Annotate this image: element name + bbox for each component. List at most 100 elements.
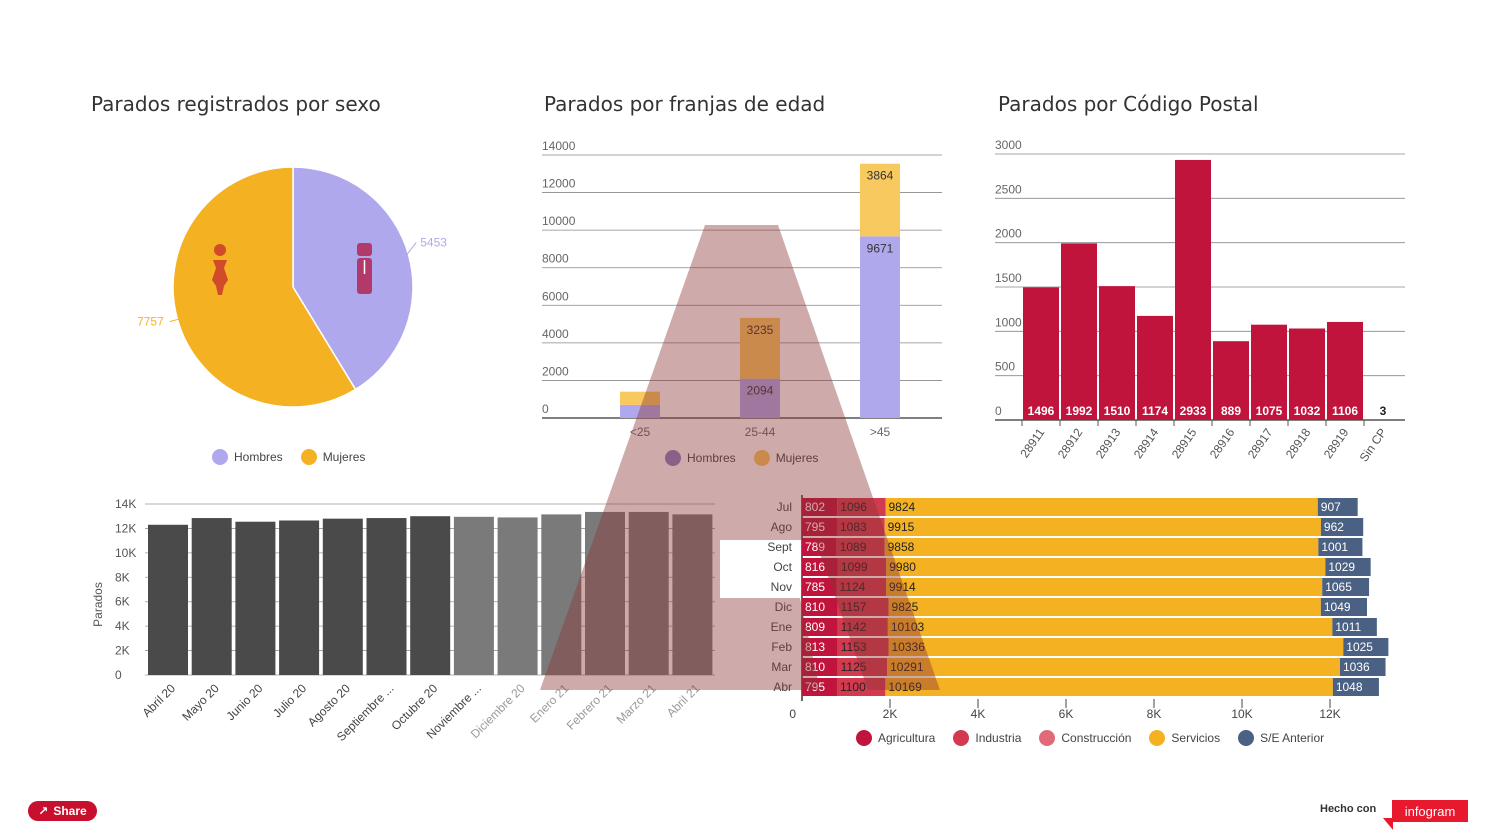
x-tick-label: >45: [870, 425, 891, 439]
legend-item-construccion[interactable]: Construcción: [1039, 730, 1131, 746]
sector-bar-4-5[interactable]: [1320, 598, 1368, 616]
sector-bar-1-4[interactable]: [836, 578, 886, 596]
sector-bar-3-6[interactable]: [887, 618, 1333, 636]
sector-data-label: 1025: [1346, 640, 1373, 654]
legend-swatch-mujeres: [300, 449, 317, 465]
sector-bar-3-0[interactable]: [885, 498, 1318, 516]
legend-swatch-se-anterior: [1238, 730, 1255, 746]
bar-mujeres-2[interactable]: [860, 163, 900, 237]
legend-item-mujeres[interactable]: Mujeres: [300, 449, 366, 465]
sector-bar-3-7[interactable]: [888, 638, 1344, 656]
sector-bar-4-2[interactable]: [1318, 538, 1363, 556]
cp-bar-4[interactable]: [1175, 159, 1211, 420]
legend-item-edad-hombres[interactable]: Hombres: [665, 450, 736, 466]
cp-bar-3[interactable]: [1137, 315, 1173, 420]
y-tick-label: Ago: [771, 520, 793, 534]
sector-bar-0-6[interactable]: [802, 618, 838, 636]
sector-bar-1-2[interactable]: [836, 538, 885, 556]
sector-bar-4-9[interactable]: [1332, 678, 1379, 696]
sector-bar-1-9[interactable]: [836, 678, 886, 696]
bar-hombres-1[interactable]: [740, 378, 780, 418]
legend-item-servicios[interactable]: Servicios: [1149, 730, 1220, 746]
legend-item-hombres[interactable]: Hombres: [212, 449, 283, 465]
sector-bar-4-6[interactable]: [1332, 618, 1377, 636]
legend-label-construccion: Construcción: [1061, 731, 1132, 745]
sector-bar-0-2[interactable]: [802, 538, 837, 556]
monthly-bar-8[interactable]: [497, 517, 538, 675]
y-tick-label: 0: [115, 668, 122, 682]
bar-mujeres-1[interactable]: [740, 317, 780, 379]
monthly-bar-9[interactable]: [541, 514, 582, 675]
sector-bar-1-8[interactable]: [837, 658, 888, 676]
sector-bar-1-0[interactable]: [837, 498, 886, 516]
cp-bar-8[interactable]: [1327, 321, 1363, 420]
sector-bar-1-1[interactable]: [836, 518, 885, 536]
sector-bar-3-5[interactable]: [888, 598, 1321, 616]
monthly-bar-5[interactable]: [366, 518, 407, 675]
x-tick-label: 28913: [1093, 425, 1124, 461]
bar-mujeres-0[interactable]: [620, 391, 660, 405]
sector-bar-1-6[interactable]: [837, 618, 888, 636]
sector-data-label: 813: [805, 640, 825, 654]
sector-bar-4-8[interactable]: [1339, 658, 1386, 676]
cp-bar-1[interactable]: [1061, 243, 1097, 420]
y-tick-label: 1500: [995, 271, 1022, 285]
monthly-bar-7[interactable]: [453, 516, 494, 675]
sector-bar-1-7[interactable]: [837, 638, 889, 656]
sector-bar-4-0[interactable]: [1317, 498, 1358, 516]
cp-data-label: 889: [1221, 404, 1241, 418]
legend-label-servicios: Servicios: [1171, 731, 1221, 745]
sector-bar-0-9[interactable]: [802, 678, 837, 696]
legend-item-se-anterior[interactable]: S/E Anterior: [1238, 730, 1324, 746]
sector-data-label: 1001: [1321, 540, 1348, 554]
legend-item-agricultura[interactable]: Agricultura: [856, 730, 935, 746]
x-tick-label: Marzo 21: [614, 681, 660, 727]
sector-bar-0-4[interactable]: [802, 578, 837, 596]
monthly-bar-2[interactable]: [235, 521, 276, 675]
infogram-logo[interactable]: infogram: [1392, 800, 1468, 822]
legend-label-mujeres: Mujeres: [322, 450, 366, 464]
sector-data-label: 9825: [892, 600, 919, 614]
sector-bar-0-0[interactable]: [802, 498, 838, 516]
sector-bar-0-1[interactable]: [802, 518, 837, 536]
sector-bar-4-4[interactable]: [1322, 578, 1370, 596]
sector-bar-3-4[interactable]: [885, 578, 1323, 596]
sector-data-label: 9914: [889, 580, 916, 594]
cp-bar-5[interactable]: [1213, 341, 1249, 420]
monthly-bar-11[interactable]: [628, 511, 669, 675]
sector-bar-4-3[interactable]: [1325, 558, 1371, 576]
sector-bar-4-1[interactable]: [1320, 518, 1364, 536]
sector-bar-0-8[interactable]: [802, 658, 838, 676]
sector-bar-3-1[interactable]: [884, 518, 1321, 536]
cp-bar-6[interactable]: [1251, 324, 1287, 420]
cp-bar-7[interactable]: [1289, 328, 1325, 420]
monthly-bar-1[interactable]: [191, 518, 232, 675]
sector-bar-3-2[interactable]: [884, 538, 1319, 556]
monthly-bar-0[interactable]: [148, 524, 188, 675]
cp-bar-2[interactable]: [1099, 286, 1135, 420]
sector-bar-0-3[interactable]: [802, 558, 838, 576]
monthly-bar-4[interactable]: [322, 518, 363, 675]
monthly-bar-12[interactable]: [672, 514, 713, 675]
monthly-bar-10[interactable]: [585, 511, 625, 675]
bar-hombres-2[interactable]: [860, 236, 900, 418]
sector-bar-1-3[interactable]: [837, 558, 887, 576]
monthly-bar-6[interactable]: [410, 516, 451, 675]
sector-bar-0-7[interactable]: [802, 638, 838, 656]
sector-bar-3-8[interactable]: [887, 658, 1340, 676]
cp-bar-0[interactable]: [1023, 287, 1059, 420]
y-tick-label: 0: [542, 402, 549, 416]
legend-item-edad-mujeres[interactable]: Mujeres: [753, 450, 818, 466]
sector-bar-4-7[interactable]: [1343, 638, 1389, 656]
x-tick-label: 8K: [1147, 707, 1162, 721]
x-tick-label: 25-44: [745, 425, 776, 439]
pie-slice-hombres[interactable]: [292, 166, 414, 391]
share-button[interactable]: ↗ Share: [28, 801, 97, 821]
monthly-bar-3[interactable]: [279, 520, 320, 675]
sector-bar-0-5[interactable]: [802, 598, 838, 616]
bar-hombres-0[interactable]: [620, 404, 660, 418]
sector-bar-3-9[interactable]: [885, 678, 1333, 696]
legend-item-industria[interactable]: Industria: [953, 730, 1021, 746]
sector-bar-3-3[interactable]: [886, 558, 1326, 576]
sector-bar-1-5[interactable]: [837, 598, 889, 616]
